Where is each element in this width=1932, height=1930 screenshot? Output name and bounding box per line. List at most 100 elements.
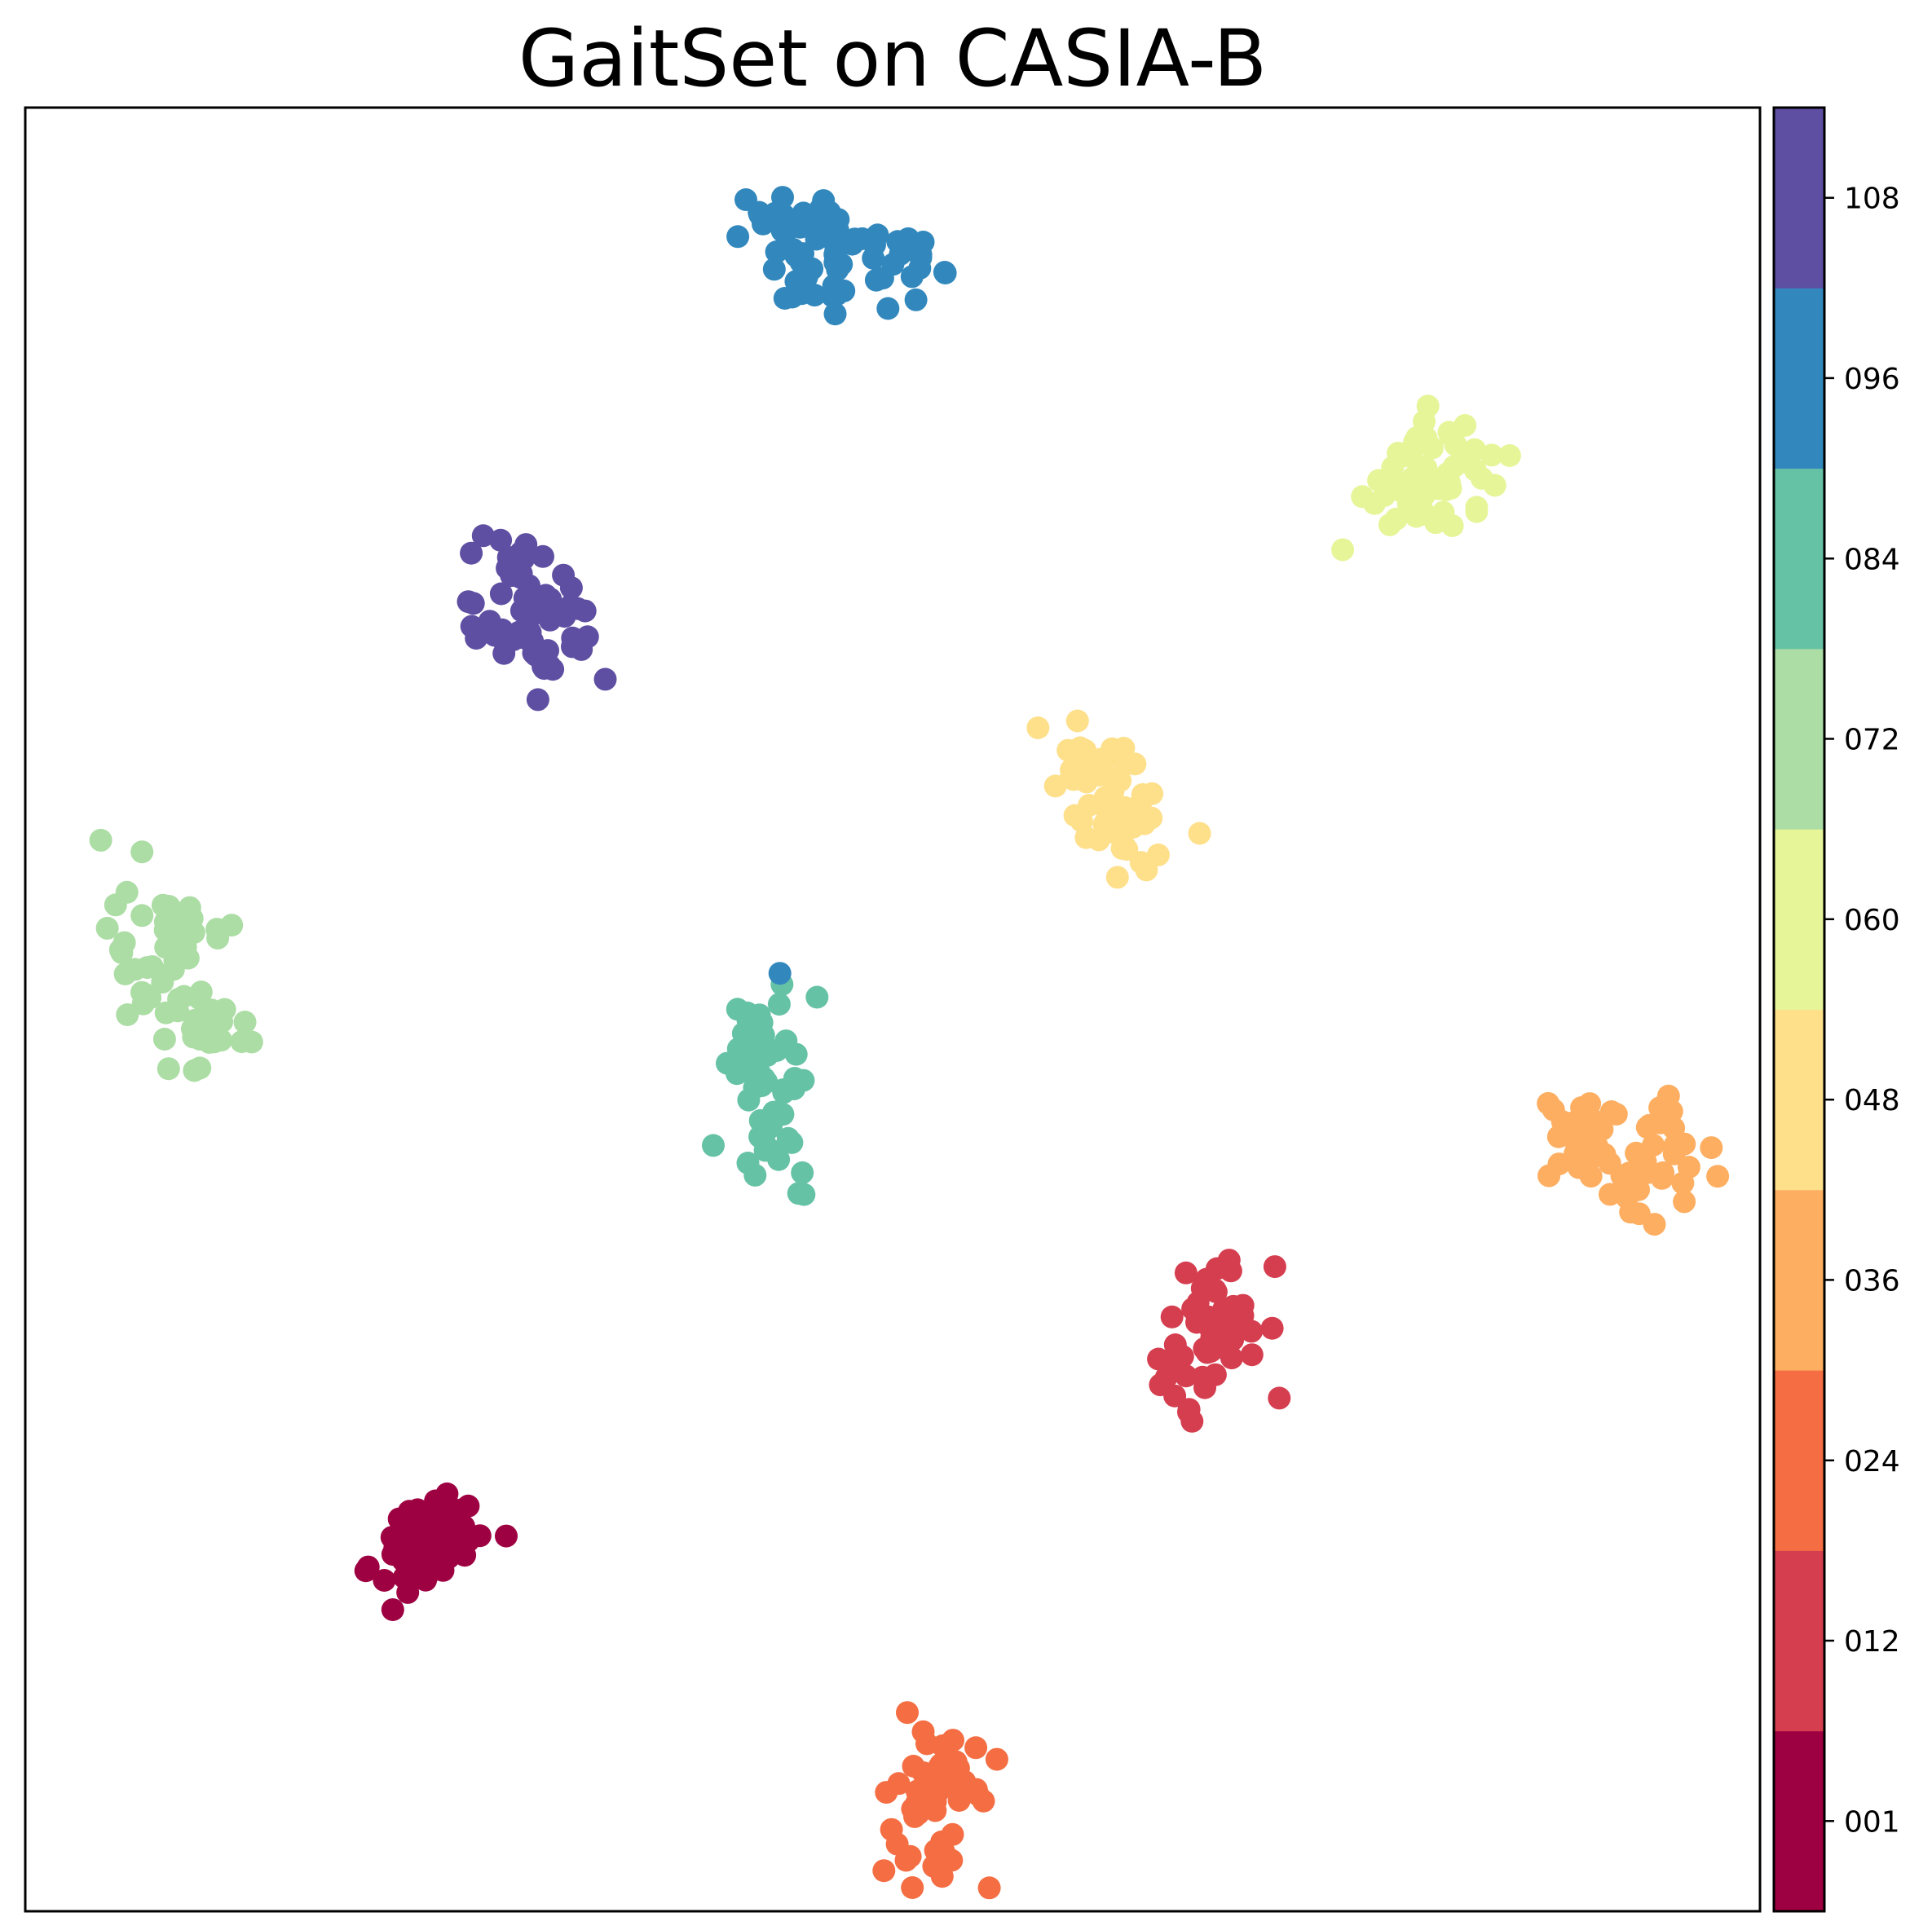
- point-012: [1260, 1316, 1284, 1340]
- point-024: [902, 1755, 925, 1778]
- colorbar-tick-label: 036: [1844, 1264, 1900, 1298]
- point-012: [1203, 1363, 1227, 1386]
- colorbar-segment-001: [1774, 1730, 1824, 1912]
- point-036: [1599, 1100, 1623, 1123]
- point-048: [1026, 716, 1050, 739]
- point-012: [1177, 1398, 1201, 1421]
- point-060: [1401, 465, 1425, 489]
- point-012: [1199, 1340, 1223, 1364]
- point-096: [774, 221, 797, 245]
- point-072: [154, 936, 178, 959]
- point-048: [1101, 807, 1125, 831]
- point-072: [130, 980, 153, 1004]
- point-036: [1627, 1202, 1651, 1226]
- point-048: [1140, 782, 1164, 805]
- point-072: [205, 918, 229, 941]
- point-072: [110, 941, 134, 964]
- point-060: [1413, 483, 1436, 507]
- colorbar-tick-label: 072: [1844, 724, 1900, 757]
- point-072: [89, 828, 112, 852]
- point-084: [743, 1163, 767, 1187]
- point-001: [495, 1524, 518, 1548]
- point-072: [130, 904, 154, 928]
- point-024: [915, 1732, 938, 1756]
- point-096: [876, 297, 900, 320]
- point-108: [534, 584, 558, 607]
- point-108: [593, 668, 617, 691]
- point-012: [1160, 1305, 1184, 1329]
- colorbar-segment-048: [1774, 1009, 1824, 1191]
- colorbar-segment-084: [1774, 468, 1824, 650]
- point-060: [1416, 394, 1440, 418]
- point-036: [1642, 1134, 1665, 1157]
- point-048: [1112, 737, 1136, 760]
- cluster-036: [1537, 1084, 1730, 1236]
- point-012: [1185, 1311, 1208, 1334]
- point-072: [161, 958, 185, 981]
- point-012: [1174, 1261, 1198, 1284]
- point-108: [573, 599, 597, 623]
- point-060: [1363, 491, 1387, 515]
- point-060: [1405, 505, 1428, 528]
- point-024: [985, 1747, 1008, 1771]
- point-024: [905, 1791, 929, 1815]
- point-036: [1537, 1091, 1560, 1115]
- point-108: [460, 541, 483, 565]
- point-096: [933, 262, 957, 284]
- point-072: [158, 912, 182, 936]
- point-108: [515, 603, 538, 627]
- point-072: [187, 1008, 210, 1032]
- point-108: [460, 615, 483, 638]
- point-001: [398, 1544, 421, 1568]
- point-084: [776, 1126, 800, 1150]
- colorbar-border: [1772, 106, 1826, 1913]
- point-001: [430, 1552, 453, 1575]
- point-048: [1090, 747, 1114, 771]
- point-024: [875, 1781, 898, 1804]
- point-048: [1043, 774, 1067, 798]
- point-072: [95, 916, 119, 940]
- point-012: [1202, 1320, 1225, 1344]
- point-072: [210, 1029, 233, 1052]
- point-024: [896, 1701, 919, 1725]
- point-036: [1550, 1110, 1574, 1134]
- colorbar: 001 012 024 036 048 060 072 084 096 108: [1772, 106, 1900, 1913]
- point-036: [1662, 1142, 1686, 1165]
- point-108: [517, 628, 540, 652]
- point-024: [930, 1865, 954, 1888]
- point-024: [885, 1832, 909, 1856]
- point-060: [1498, 444, 1521, 467]
- point-072: [167, 987, 191, 1011]
- point-outlier-096: [768, 962, 792, 985]
- colorbar-tick-label: 096: [1844, 363, 1900, 396]
- point-084: [791, 1161, 814, 1184]
- colorbar-segment-024: [1774, 1370, 1824, 1551]
- point-048: [1123, 752, 1147, 776]
- point-001: [381, 1543, 404, 1566]
- point-048: [1074, 770, 1098, 794]
- point-060: [1392, 442, 1416, 465]
- point-036: [1623, 1173, 1647, 1196]
- point-072: [233, 1011, 257, 1033]
- point-048: [1188, 822, 1211, 845]
- point-012: [1263, 1255, 1286, 1279]
- point-036: [1677, 1156, 1700, 1179]
- point-012: [1163, 1384, 1187, 1408]
- point-108: [496, 545, 520, 569]
- point-072: [210, 1010, 234, 1033]
- point-084: [805, 985, 829, 1009]
- point-036: [1599, 1183, 1621, 1206]
- point-108: [570, 637, 593, 661]
- colorbar-tick-label: 001: [1844, 1805, 1900, 1839]
- point-072: [140, 955, 164, 978]
- point-012: [1219, 1259, 1242, 1283]
- colorbar-segment-036: [1774, 1189, 1824, 1371]
- point-048: [1109, 769, 1132, 792]
- point-060: [1424, 511, 1448, 535]
- point-072: [189, 980, 213, 1004]
- point-108: [553, 605, 576, 628]
- point-096: [889, 243, 912, 266]
- point-024: [901, 1876, 924, 1899]
- colorbar-segment-072: [1774, 648, 1824, 830]
- point-048: [1135, 858, 1158, 882]
